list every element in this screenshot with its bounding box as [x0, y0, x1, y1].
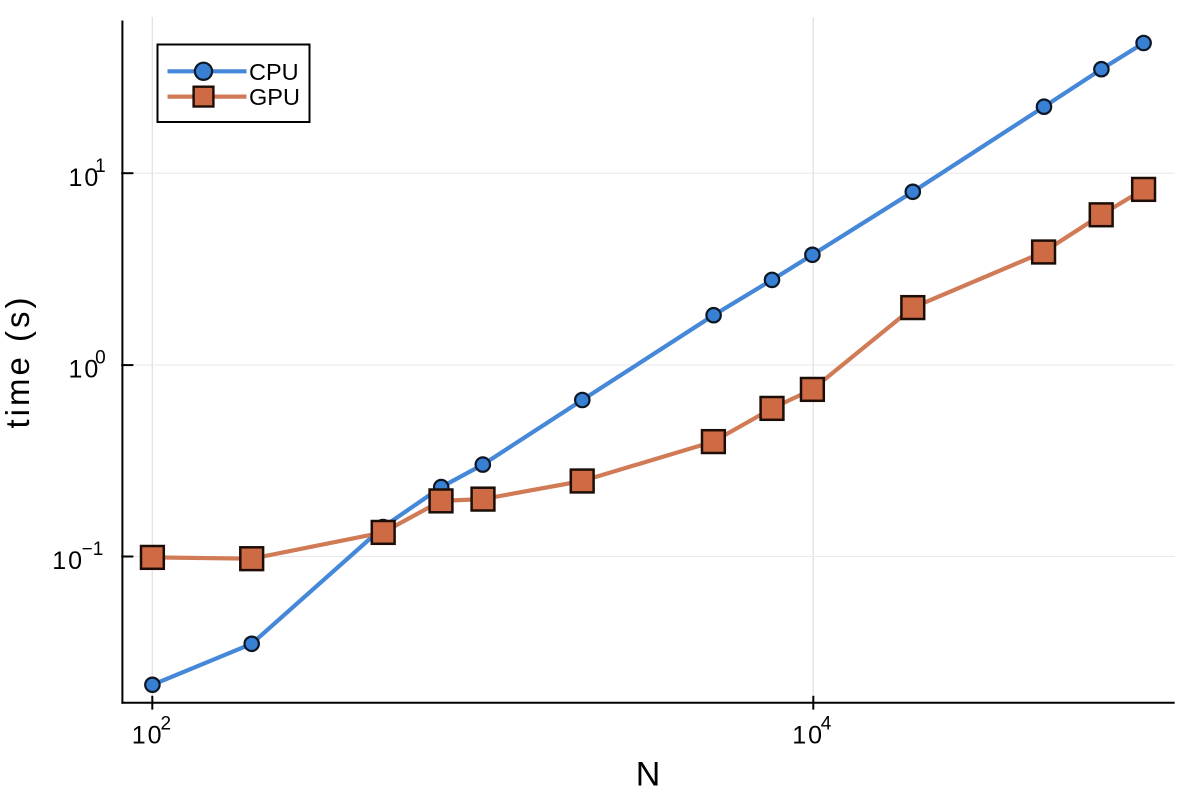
svg-text:GPU: GPU [249, 84, 300, 110]
svg-text:10: 10 [132, 722, 164, 750]
svg-text:N: N [636, 756, 661, 793]
svg-text:0: 0 [95, 348, 106, 369]
svg-text:time (s): time (s) [0, 295, 36, 429]
svg-text:10: 10 [52, 547, 84, 575]
svg-text:10: 10 [792, 722, 824, 750]
svg-text:10: 10 [68, 164, 100, 192]
svg-text:1: 1 [95, 156, 106, 177]
svg-text:CPU: CPU [249, 59, 299, 85]
svg-text:4: 4 [821, 714, 832, 735]
svg-text:−1: −1 [82, 539, 104, 560]
svg-text:10: 10 [68, 356, 100, 384]
svg-text:2: 2 [161, 714, 172, 735]
